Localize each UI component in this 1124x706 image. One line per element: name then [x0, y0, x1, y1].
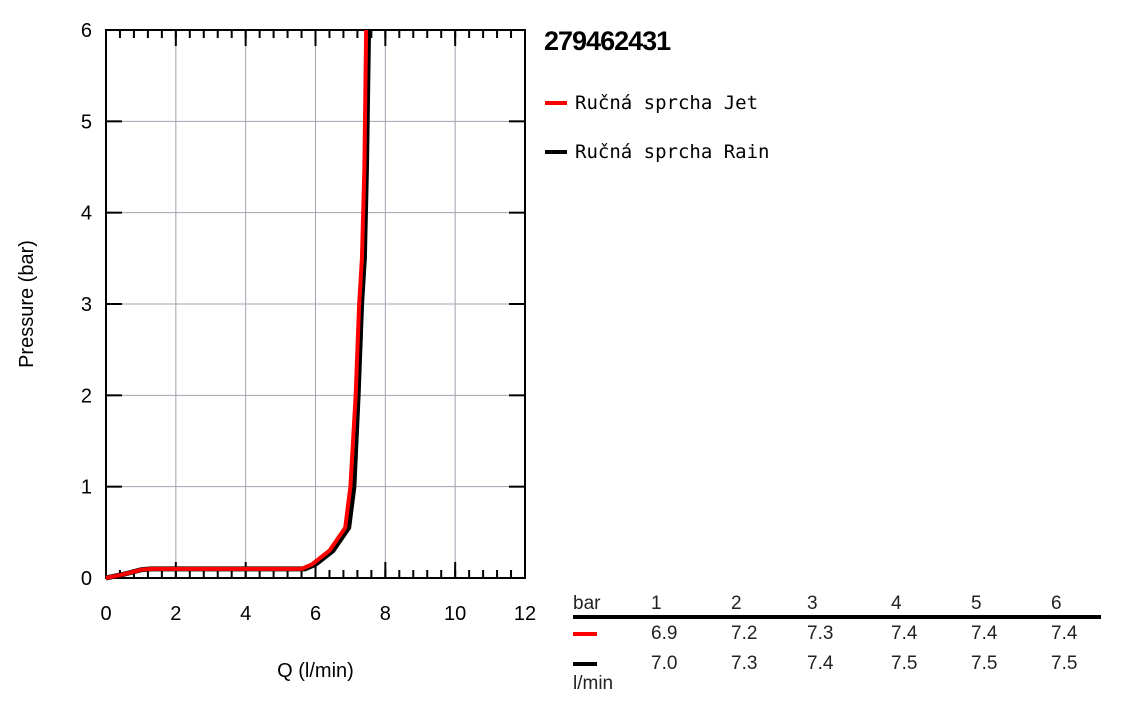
table-cell: 7.4	[807, 653, 834, 674]
chart-title: 279462431	[544, 26, 671, 56]
legend-label: Ručná sprcha Rain	[575, 141, 770, 163]
table-cell: 7.4	[1051, 623, 1078, 644]
x-tick-label: 8	[380, 603, 391, 625]
y-tick-label: 5	[81, 111, 92, 133]
legend-label: Ručná sprcha Jet	[575, 92, 759, 114]
row-swatch-black	[573, 662, 597, 666]
x-tick-label: 6	[310, 603, 321, 625]
y-tick-label: 2	[81, 385, 92, 407]
table-cell: 7.2	[731, 623, 758, 644]
table-cell: 7.4	[891, 623, 918, 644]
table-cell: 7.5	[971, 653, 998, 674]
table-row-jet: 6.9 7.2 7.3 7.4 7.4 7.4	[573, 617, 1101, 649]
y-tick-label: 1	[81, 477, 92, 499]
table-cell: 7.0	[651, 653, 678, 674]
table-row-rain: l/min 7.0 7.3 7.4 7.5 7.5 7.5	[573, 649, 1101, 694]
header-unit: bar	[573, 593, 601, 614]
x-tick-label: 2	[170, 603, 181, 625]
x-tick-label: 4	[240, 603, 251, 625]
legend-item-rain: Ručná sprcha Rain	[545, 141, 769, 163]
x-tick-label: 10	[444, 603, 466, 625]
row-swatch-red	[573, 632, 597, 636]
series-line-jet	[105, 29, 369, 580]
table-cell: 7.5	[891, 653, 918, 674]
table-cell: 7.4	[971, 623, 998, 644]
header-cell: 2	[731, 593, 742, 614]
table-cell: 7.3	[807, 623, 834, 644]
y-tick-label: 6	[81, 20, 92, 42]
y-tick-label: 4	[81, 203, 92, 225]
legend-swatch-red	[545, 101, 567, 105]
header-cell: 5	[971, 593, 982, 614]
header-cell: 1	[651, 593, 662, 614]
legend-item-jet: Ručná sprcha Jet	[545, 92, 758, 114]
x-tick-label: 0	[100, 603, 111, 625]
table-cell: 6.9	[651, 623, 678, 644]
table-cell: 7.5	[1051, 653, 1078, 674]
legend-swatch-black	[545, 150, 567, 154]
x-axis-label: Q (l/min)	[277, 660, 354, 682]
header-cell: 3	[807, 593, 818, 614]
unit-label: l/min	[573, 673, 614, 694]
header-cell: 4	[891, 593, 902, 614]
y-tick-label: 3	[81, 294, 92, 316]
table-cell: 7.3	[731, 653, 758, 674]
flow-table: bar 1 2 3 4 5 6 6.9 7.2 7.3 7.4 7.4 7.4 …	[573, 593, 1101, 694]
y-tick-label: 0	[81, 568, 92, 590]
plot-frame	[105, 29, 526, 579]
table-header-row: bar 1 2 3 4 5 6	[573, 593, 1101, 617]
y-axis-label: Pressure (bar)	[16, 240, 38, 368]
header-cell: 6	[1051, 593, 1062, 614]
x-tick-label: 12	[514, 603, 536, 625]
